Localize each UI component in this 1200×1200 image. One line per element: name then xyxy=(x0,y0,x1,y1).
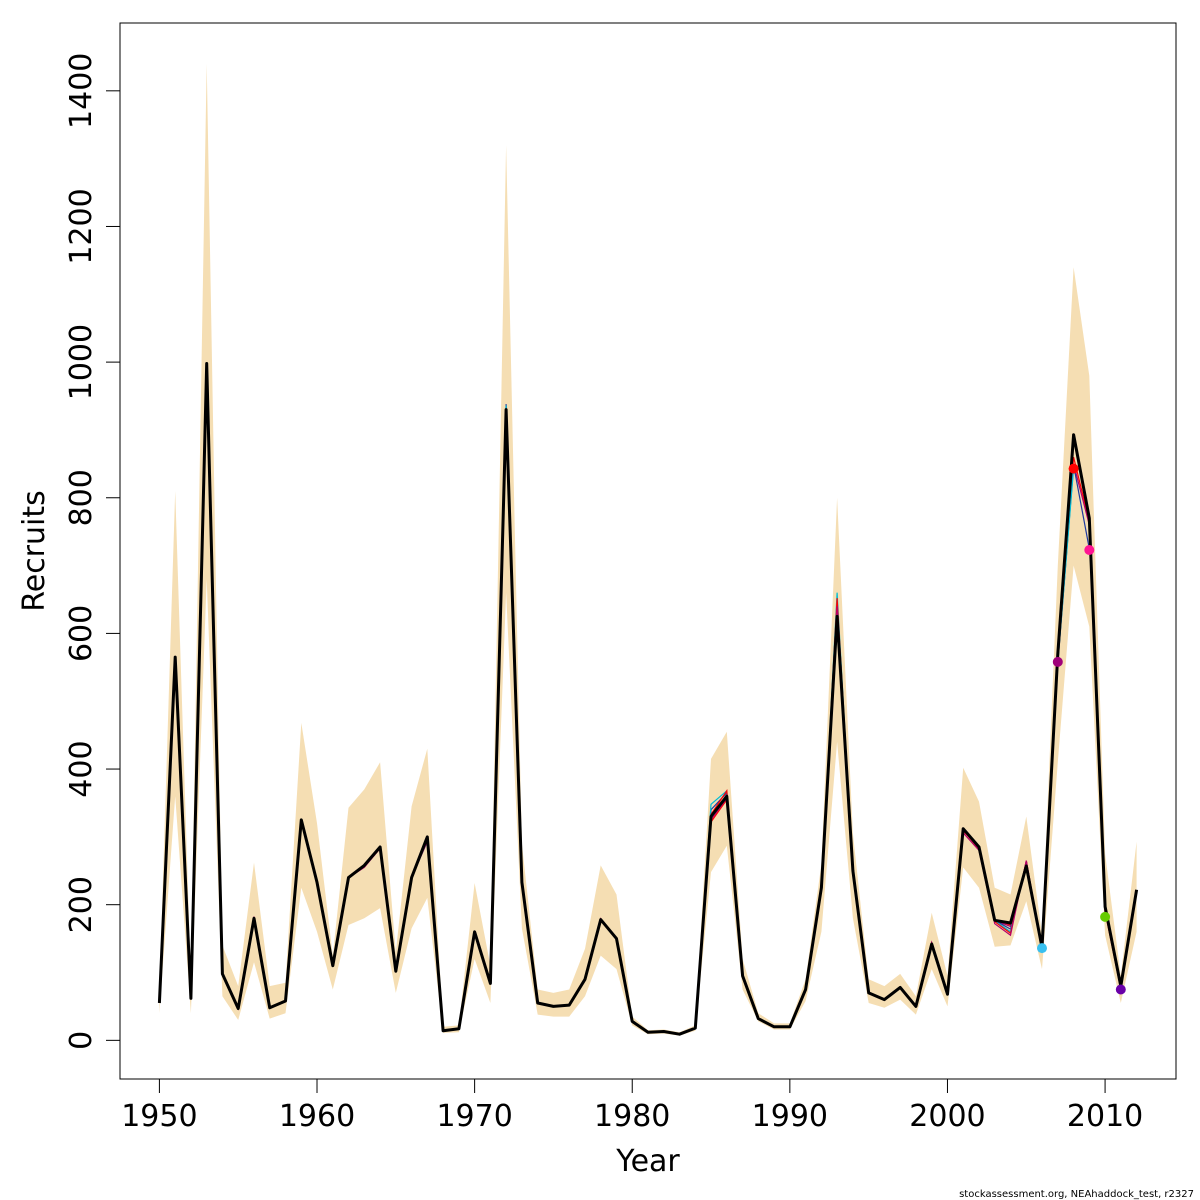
y-tick-label-1400: 1400 xyxy=(64,53,99,129)
x-tick-label-1950: 1950 xyxy=(121,1099,197,1134)
x-tick-label-1980: 1980 xyxy=(594,1099,670,1134)
x-tick-label-1970: 1970 xyxy=(436,1099,512,1134)
y-tick-label-1000: 1000 xyxy=(64,324,99,400)
y-tick-label-0: 0 xyxy=(64,1031,99,1050)
y-axis-title: Recruits xyxy=(17,490,52,612)
end-point-2008 xyxy=(1068,463,1079,474)
y-tick-label-800: 800 xyxy=(64,469,99,526)
y-tick-label-1200: 1200 xyxy=(64,188,99,264)
x-axis-title: Year xyxy=(615,1144,680,1179)
y-axis: 0 200 400 600 800 1000 1200 1400 xyxy=(64,53,121,1050)
end-point-2006 xyxy=(1037,943,1047,954)
end-point-2010 xyxy=(1100,911,1111,922)
end-point-2011 xyxy=(1115,984,1126,995)
x-tick-label-1990: 1990 xyxy=(752,1099,828,1134)
caption: stockassessment.org, NEAhaddock_test, r2… xyxy=(959,1189,1194,1200)
x-tick-label-1960: 1960 xyxy=(279,1099,355,1134)
end-point-2009 xyxy=(1084,545,1095,555)
recruits-main-line xyxy=(157,362,1139,1036)
x-axis: 1950 1960 1970 1980 1990 2000 2010 xyxy=(121,1078,1143,1134)
end-point-2007 xyxy=(1052,656,1063,667)
y-tick-label-400: 400 xyxy=(64,740,99,797)
y-tick-label-200: 200 xyxy=(64,876,99,933)
x-tick-label-2010: 2010 xyxy=(1067,1099,1143,1134)
end-points-layer xyxy=(1037,463,1126,995)
main-line-layer xyxy=(157,362,1139,1036)
x-tick-label-2000: 2000 xyxy=(909,1099,985,1134)
y-tick-label-600: 600 xyxy=(64,605,99,662)
